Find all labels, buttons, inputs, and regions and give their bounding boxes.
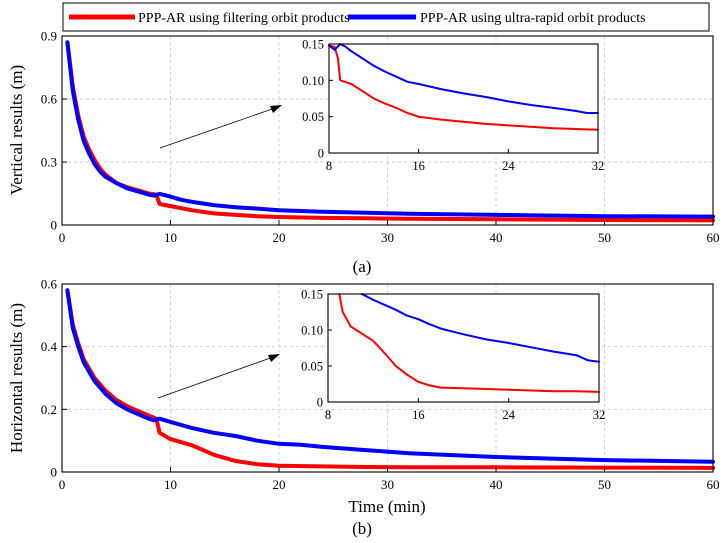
panel-b-inset-xtick-label: 32 xyxy=(593,408,606,422)
panel-b-ytick-label: 0.6 xyxy=(41,277,58,292)
panel-a-ytick-label: 0.3 xyxy=(41,155,57,170)
panel-b-xtick-label: 0 xyxy=(59,477,66,492)
panel-b-inset-arrow xyxy=(157,355,277,399)
panel-a-ytick-label: 0.9 xyxy=(41,29,57,44)
panel-a-inset-series-filtering xyxy=(328,44,599,131)
panel-a-inset-ytick-label: 0.05 xyxy=(302,110,324,124)
panel-b-caption: (b) xyxy=(352,519,372,538)
horizontal-results-panel: 0 10 20 30 40 50 60 0 0.2 0.4 0.6 8 16 24 32 0 0.05 0.10 0… xyxy=(41,277,720,493)
panel-a-inset-ytick-label: 0 xyxy=(318,147,324,161)
panel-b-inset-xtick-label: 24 xyxy=(502,408,515,422)
panel-a-ylabel: Vertical results (m) xyxy=(7,65,26,195)
vertical-results-panel: 0 10 20 30 40 50 60 0 0.3 0.6 0.9 8 16 24 32 0 0.05 0.10 0… xyxy=(41,29,720,246)
panel-a-inset-frame xyxy=(328,43,599,154)
panel-a-ytick-label: 0.6 xyxy=(41,92,58,107)
panel-a-xtick-label: 20 xyxy=(273,230,286,245)
panel-b-xtick-label: 60 xyxy=(707,477,720,492)
panel-a-series-ultra-rapid xyxy=(65,40,715,219)
panel-b-inset-ytick-label: 0.15 xyxy=(301,288,323,302)
panel-b-xtick-label: 30 xyxy=(381,477,394,492)
panel-a-ytick-label: 0 xyxy=(51,218,58,233)
panel-b-inset-arrowhead xyxy=(268,354,280,362)
panel-b-inset: 8 16 24 32 0 0.05 0.10 0.15 xyxy=(301,288,605,423)
panel-b-inset-ytick-label: 0.05 xyxy=(301,360,323,374)
panel-a-inset-xtick-label: 8 xyxy=(326,159,332,173)
panel-b-inset-series-ultra-rapid xyxy=(360,293,600,363)
panel-b-xtick-label: 50 xyxy=(598,477,611,492)
panel-a-inset-arrow xyxy=(159,106,279,149)
panel-b-series-ultra-rapid xyxy=(65,288,715,464)
panel-a-xtick-label: 0 xyxy=(59,230,66,245)
panel-a-inset-series-ultra-rapid xyxy=(328,43,599,114)
panel-b-inset-ytick-label: 0.10 xyxy=(301,324,323,338)
panel-b-inset-xtick-label: 8 xyxy=(325,408,331,422)
panel-b-ytick-label: 0.2 xyxy=(41,402,57,417)
panel-a-xtick-label: 30 xyxy=(381,230,394,245)
panel-a-inset-xtick-label: 16 xyxy=(412,159,425,173)
panel-b-inset-series-filtering xyxy=(338,293,600,393)
panel-b-xtick-label: 10 xyxy=(164,477,177,492)
legend-label-filtering: PPP-AR using filtering orbit products xyxy=(138,11,350,26)
panel-b-ylabel: Horizontal results (m) xyxy=(7,303,26,453)
panel-a-xtick-label: 50 xyxy=(598,230,611,245)
panel-b-ytick-label: 0 xyxy=(51,465,58,480)
panel-b-ytick-label: 0.4 xyxy=(41,339,58,354)
panel-a-inset-plot-area xyxy=(329,44,598,153)
panel-a-inset-xtick-label: 24 xyxy=(502,159,515,173)
panel-b-inset-plot-area xyxy=(328,294,599,402)
panel-a-inset: 8 16 24 32 0 0.05 0.10 0.15 xyxy=(302,38,604,174)
panel-a-inset-ytick-label: 0.10 xyxy=(302,74,324,88)
panel-b-inset-frame xyxy=(327,293,600,403)
panel-b-xlabel: Time (min) xyxy=(348,497,425,516)
panel-a-xtick-label: 10 xyxy=(164,230,177,245)
panel-b-xtick-label: 20 xyxy=(273,477,286,492)
legend: PPP-AR using filtering orbit products PP… xyxy=(62,2,710,32)
panel-a-inset-arrowhead xyxy=(270,105,282,113)
legend-label-ultra-rapid: PPP-AR using ultra-rapid orbit products xyxy=(420,11,646,26)
panel-b-xtick-label: 40 xyxy=(490,477,503,492)
panel-b-inset-xtick-label: 16 xyxy=(412,408,425,422)
panel-a-xtick-label: 60 xyxy=(707,230,720,245)
panel-a-xtick-label: 40 xyxy=(490,230,503,245)
panel-b-inset-ytick-label: 0 xyxy=(317,396,323,410)
panel-a-inset-xtick-label: 32 xyxy=(592,159,605,173)
panel-a-caption: (a) xyxy=(353,257,372,276)
panel-a-inset-ytick-label: 0.15 xyxy=(302,38,324,52)
